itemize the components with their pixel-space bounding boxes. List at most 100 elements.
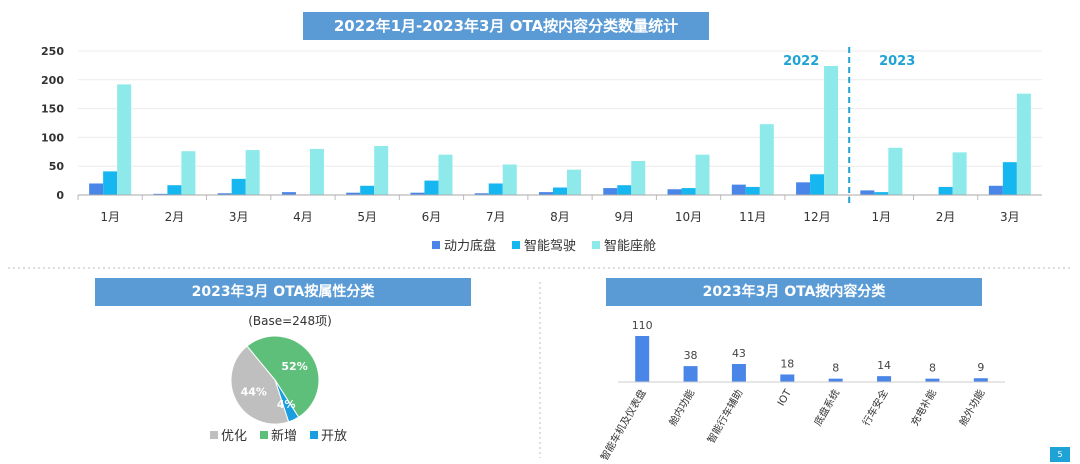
main-bar-0: [153, 193, 168, 195]
content-bar-value: 14: [877, 359, 891, 372]
main-bar-1: [231, 178, 246, 195]
content-bar: [925, 378, 940, 382]
main-legend-swatch: [512, 241, 520, 249]
main-bar-2: [567, 169, 581, 195]
main-bar-2: [1016, 93, 1031, 195]
main-bar-0: [988, 185, 1003, 195]
main-bar-1: [1002, 162, 1017, 195]
pie-legend-swatch: [260, 431, 268, 439]
main-bar-1: [424, 180, 439, 195]
main-bar-2: [759, 124, 774, 195]
main-bar-1: [617, 185, 632, 195]
content-category-label: 智能行车辅助: [704, 387, 745, 445]
pie-value-label: 52%: [281, 360, 307, 373]
content-bar-value: 8: [832, 362, 839, 375]
main-bar-0: [860, 190, 875, 195]
main-x-tick-label: 3月: [1000, 210, 1020, 224]
main-x-tick-label: 7月: [486, 210, 506, 224]
content-bar-title: 2023年3月 OTA按内容分类: [606, 278, 982, 306]
content-bar-value: 9: [977, 361, 984, 374]
main-bar-0: [281, 192, 296, 195]
main-bar-1: [745, 186, 760, 195]
page-number: 5: [1050, 447, 1070, 462]
main-y-tick-label: 250: [41, 45, 64, 58]
main-legend-swatch: [592, 241, 600, 249]
content-category-label: IOT: [776, 387, 794, 408]
main-x-tick-label: 2月: [936, 210, 956, 224]
main-legend-label: 动力底盘: [444, 238, 496, 254]
pie-base-note: (Base=248项): [248, 314, 332, 328]
main-x-tick-label: 11月: [739, 210, 766, 224]
content-bar-value: 110: [632, 319, 653, 332]
main-bar-2: [117, 84, 132, 195]
main-bar-0: [731, 184, 746, 195]
pie-slice-2: [230, 345, 290, 425]
pie-legend-swatch: [210, 431, 218, 439]
main-bar-0: [410, 192, 425, 195]
main-bar-1: [167, 185, 182, 195]
main-bar-0: [603, 188, 618, 195]
main-legend-swatch: [432, 241, 440, 249]
content-bar-value: 8: [929, 362, 936, 375]
content-bar: [973, 378, 988, 382]
main-bar-1: [553, 187, 567, 195]
content-bar-value: 18: [780, 357, 794, 370]
main-x-tick-label: 8月: [550, 210, 570, 224]
main-bar-2: [245, 150, 260, 195]
main-y-tick-label: 50: [49, 160, 65, 173]
main-y-tick-label: 100: [41, 131, 64, 144]
content-category-label: 行车安全: [859, 387, 890, 428]
content-bar: [780, 374, 795, 382]
pie-value-label: 44%: [241, 386, 267, 399]
content-bar: [731, 364, 746, 382]
main-chart-title: 2022年1月-2023年3月 OTA按内容分类数量统计: [303, 12, 709, 40]
content-category-label: 智能车机及仪表盘: [598, 387, 649, 463]
main-x-tick-label: 3月: [229, 210, 249, 224]
pie-legend-swatch: [310, 431, 318, 439]
main-bar-0: [539, 192, 553, 195]
main-bar-1: [488, 183, 503, 195]
main-bar-2: [695, 154, 710, 195]
pie-value-label: 4%: [277, 398, 296, 411]
main-bar-2: [309, 148, 324, 195]
content-bar-value: 43: [732, 347, 746, 360]
content-category-label: 充电补能: [908, 387, 939, 428]
main-x-tick-label: 4月: [293, 210, 313, 224]
main-bar-1: [360, 185, 375, 195]
content-bar: [635, 336, 650, 382]
main-bar-1: [874, 192, 889, 195]
main-x-tick-label: 10月: [675, 210, 702, 224]
main-x-tick-label: 2月: [165, 210, 185, 224]
main-x-tick-label: 12月: [803, 210, 830, 224]
main-bar-2: [438, 154, 453, 195]
main-y-tick-label: 0: [56, 189, 64, 202]
main-bar-2: [952, 152, 967, 195]
main-bar-2: [374, 146, 389, 195]
main-x-tick-label: 5月: [357, 210, 377, 224]
pie-slice-0: [246, 335, 320, 418]
main-bar-2: [888, 147, 903, 195]
pie-legend-label: 新增: [271, 428, 297, 444]
main-bar-0: [796, 182, 811, 195]
main-bar-1: [681, 188, 696, 195]
main-bar-2: [631, 161, 646, 195]
main-legend-label: 智能座舱: [604, 239, 656, 254]
content-category-label: 舱内功能: [666, 387, 697, 428]
pie-legend-label: 优化: [221, 429, 247, 444]
main-bar-0: [346, 192, 361, 195]
content-category-label: 底盘系统: [811, 387, 842, 428]
attribute-pie-title: 2023年3月 OTA按属性分类: [95, 278, 471, 306]
main-x-tick-label: 1月: [100, 210, 120, 224]
pie-legend-label: 开放: [321, 429, 347, 444]
main-bar-1: [810, 174, 825, 195]
main-x-tick-label: 6月: [422, 210, 442, 224]
content-bar-value: 38: [684, 349, 698, 362]
content-bar: [683, 366, 698, 382]
main-bar-1: [938, 186, 953, 195]
main-bar-0: [474, 193, 489, 195]
main-x-tick-label: 9月: [614, 210, 634, 224]
content-category-label: 舱外功能: [956, 387, 987, 428]
year-label-2022: 2022: [783, 54, 819, 69]
main-bar-0: [217, 193, 232, 195]
